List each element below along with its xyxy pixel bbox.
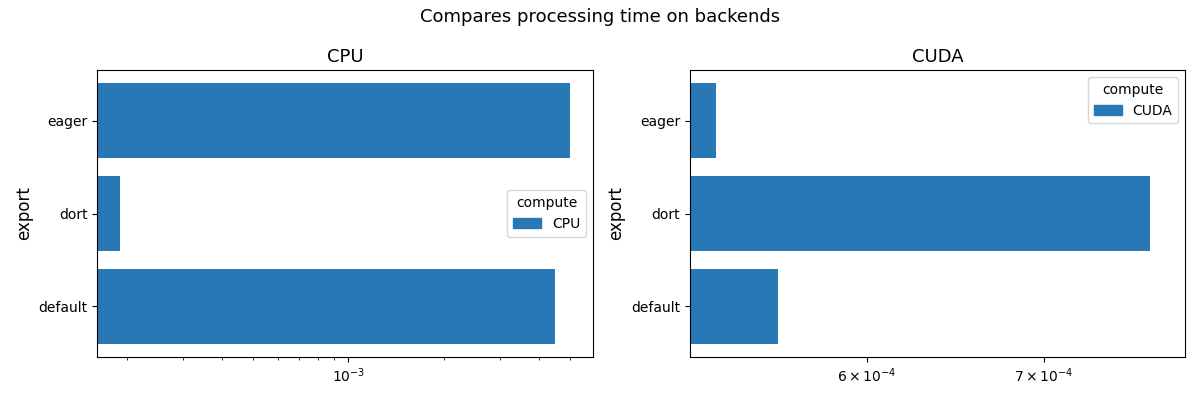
Bar bbox=[0, 269, 556, 344]
Bar bbox=[0, 269, 779, 344]
Legend: CPU: CPU bbox=[508, 190, 586, 236]
Title: CPU: CPU bbox=[326, 48, 364, 66]
Title: CUDA: CUDA bbox=[912, 48, 964, 66]
Y-axis label: export: export bbox=[14, 186, 32, 240]
Bar bbox=[0, 176, 1150, 251]
Text: Compares processing time on backends: Compares processing time on backends bbox=[420, 8, 780, 26]
Bar bbox=[0, 83, 716, 158]
Bar bbox=[0, 176, 120, 251]
Y-axis label: export: export bbox=[607, 186, 625, 240]
Bar bbox=[0, 83, 570, 158]
Legend: CUDA: CUDA bbox=[1088, 77, 1178, 123]
